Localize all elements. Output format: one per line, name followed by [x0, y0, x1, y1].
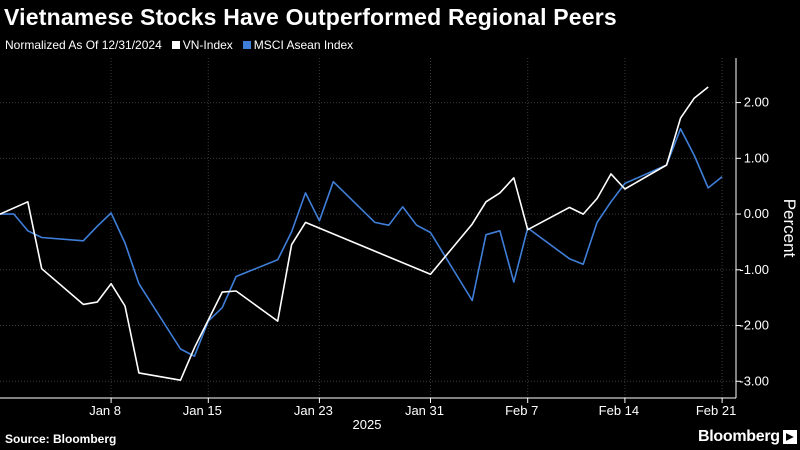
y-axis-title: Percent [780, 199, 799, 258]
y-tick-label: 2.00 [744, 95, 769, 110]
source-note: Source: Bloomberg [5, 432, 117, 446]
logo-mark-icon [782, 430, 797, 444]
chart-title: Vietnamese Stocks Have Outperformed Regi… [4, 4, 617, 30]
y-tick-label: -3.00 [739, 373, 769, 388]
legend-label-vn-index: VN-Index [182, 38, 233, 52]
legend-swatch-vn-index [171, 41, 180, 49]
series-line-msci-asean [0, 128, 723, 358]
y-tick-label: 1.00 [744, 150, 769, 165]
bloomberg-logo: Bloomberg [698, 428, 797, 446]
x-tick-label: Jan 23 [294, 403, 333, 418]
x-tick-label: Feb 21 [696, 403, 736, 418]
y-tick-label: -1.00 [739, 262, 769, 277]
x-tick-label: Jan 15 [183, 403, 222, 418]
x-tick-label: Feb 14 [599, 403, 639, 418]
chart-subtitle: Normalized As Of 12/31/2024 [5, 38, 162, 52]
x-tick-label: Jan 31 [405, 403, 444, 418]
x-tick-label: Feb 7 [505, 403, 538, 418]
chart-legend: Normalized As Of 12/31/2024 VN-Index MSC… [5, 38, 353, 52]
logo-text: Bloomberg [698, 428, 780, 445]
legend-swatch-msci-asean [242, 41, 251, 49]
legend-label-msci-asean: MSCI Asean Index [253, 38, 354, 52]
x-axis-year-label: 2025 [353, 417, 382, 432]
y-tick-label: -2.00 [739, 318, 769, 333]
x-tick-label: Jan 8 [89, 403, 121, 418]
y-tick-label: 0.00 [744, 206, 769, 221]
series-line-vn-index [0, 86, 709, 382]
